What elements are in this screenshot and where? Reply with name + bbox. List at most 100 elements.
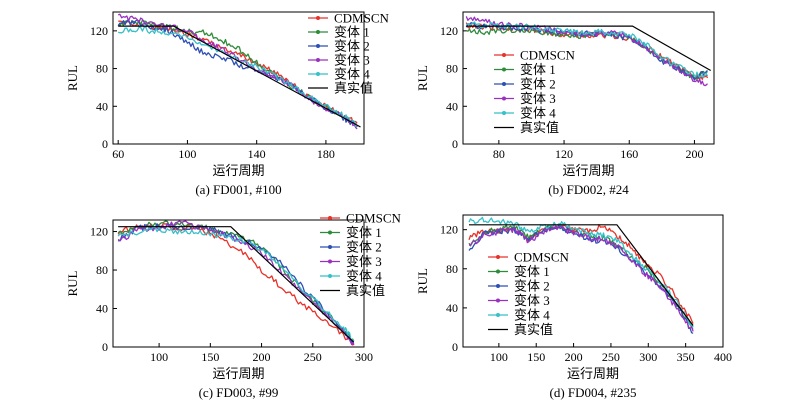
x-tick-label: 100	[178, 147, 196, 161]
y-axis-label: RUL	[65, 65, 80, 91]
panel-3: 100 150 200 250 300 0 40 80 120 运行周期 RUL (c) FD003,…	[65, 211, 402, 401]
series-line	[117, 226, 355, 342]
x-tick-label: 150	[201, 350, 219, 364]
x-tick-label: 100	[150, 350, 168, 364]
series-line	[117, 18, 358, 128]
y-tick-label: 120	[440, 24, 458, 38]
legend-label: 变体 4	[334, 67, 370, 82]
legend-label: 变体 2	[514, 279, 550, 294]
legend-marker	[328, 274, 332, 278]
series-line	[465, 22, 708, 81]
x-tick-label: 400	[714, 350, 732, 364]
y-tick-label: 40	[96, 99, 108, 113]
legend-marker	[502, 96, 506, 101]
legend-label: 真实值	[346, 283, 385, 298]
plot-frame	[462, 11, 715, 145]
x-tick-label: 300	[355, 350, 373, 364]
y-tick-label: 80	[446, 62, 458, 76]
panel-caption: (c) FD003, #99	[199, 385, 279, 400]
legend-marker	[502, 111, 506, 115]
series-line	[466, 21, 709, 79]
legend-label: 变体 1	[514, 264, 550, 279]
series-line	[468, 224, 694, 334]
plot-area	[117, 220, 355, 346]
x-tick-label: 150	[527, 350, 545, 364]
panel-1: 60 100 140 180 0 40 80 120 运行周期 RUL (a) FD001, #10…	[65, 11, 390, 198]
series-line	[468, 223, 694, 330]
y-tick-label: 40	[446, 301, 458, 315]
y-tick-label: 80	[446, 262, 458, 276]
x-tick-label: 200	[685, 147, 703, 161]
legend-label: 变体 2	[334, 39, 370, 54]
x-tick-label: 300	[639, 350, 657, 364]
x-axis-label: 运行周期	[212, 163, 264, 178]
legend-label: 真实值	[520, 120, 559, 135]
plot-area	[468, 216, 694, 334]
series-line	[118, 26, 358, 127]
true-rul-line	[466, 25, 711, 72]
x-tick-label: 180	[317, 147, 335, 161]
legend-label: 变体 1	[346, 225, 382, 240]
y-tick-label: 40	[446, 99, 458, 113]
x-tick-label: 60	[112, 147, 124, 161]
x-tick-label: 120	[555, 147, 573, 161]
legend-label: 真实值	[514, 322, 553, 337]
plot-area	[117, 13, 361, 130]
legend-marker	[328, 245, 332, 249]
y-tick-label: 0	[452, 137, 458, 151]
x-tick-label: 350	[677, 350, 695, 364]
legend-marker	[496, 269, 500, 274]
series-line	[117, 223, 355, 346]
y-tick-label: 40	[96, 302, 108, 316]
y-axis-label: RUL	[415, 65, 430, 91]
legend-marker	[496, 284, 500, 288]
legend-label: 变体 1	[520, 62, 556, 77]
y-tick-label: 0	[102, 340, 108, 354]
legend-marker	[502, 53, 506, 57]
legend-label: 变体 3	[346, 254, 382, 269]
y-tick-label: 80	[96, 263, 108, 277]
legend-marker	[502, 67, 506, 72]
y-axis-label: RUL	[415, 268, 430, 294]
legend-marker	[316, 58, 320, 62]
x-tick-label: 200	[253, 350, 271, 364]
panel-caption: (a) FD001, #100	[195, 182, 281, 197]
series-line	[118, 223, 354, 344]
plot-frame	[112, 11, 365, 145]
true-rul-line	[118, 226, 355, 343]
panel-4: 100 150 200 250 300 350 400 0 40 80 120 运行周期 RUL (d) …	[415, 214, 732, 400]
y-tick-label: 80	[96, 62, 108, 76]
legend-marker	[496, 298, 500, 303]
plot-frame	[112, 219, 365, 348]
x-tick-label: 160	[620, 147, 638, 161]
legend-marker	[328, 259, 332, 264]
plot-area	[465, 16, 711, 87]
x-tick-label: 250	[304, 350, 322, 364]
panel-caption: (d) FD004, #235	[549, 385, 636, 400]
x-tick-label: 250	[602, 350, 620, 364]
legend-label: 变体 3	[520, 91, 556, 106]
legend-label: CDMSCN	[520, 48, 576, 63]
panel-caption: (b) FD002, #24	[548, 182, 629, 197]
x-tick-label: 140	[248, 147, 266, 161]
legend-label: 变体 4	[520, 106, 556, 121]
series-line	[117, 19, 358, 127]
legend-label: 变体 4	[514, 308, 550, 323]
series-line	[468, 223, 694, 324]
legend-label: 真实值	[334, 81, 373, 96]
x-axis-label: 运行周期	[567, 366, 619, 381]
x-tick-label: 200	[565, 350, 583, 364]
legend-marker	[316, 30, 320, 34]
legend-label: CDMSCN	[346, 211, 402, 226]
plot-frame	[462, 214, 724, 348]
x-tick-label: 100	[490, 350, 508, 364]
y-tick-label: 120	[440, 223, 458, 237]
legend-label: 变体 3	[334, 53, 370, 68]
y-axis-label: RUL	[65, 270, 80, 296]
series-line	[118, 20, 358, 124]
true-rul-line	[118, 25, 361, 128]
